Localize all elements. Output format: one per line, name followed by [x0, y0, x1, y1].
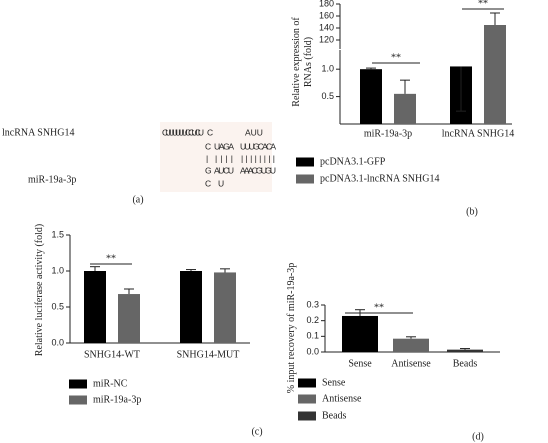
sequence: G [205, 165, 212, 175]
legend-swatch [69, 395, 87, 405]
bar [360, 69, 382, 124]
legend-label: miR-NC [93, 378, 128, 389]
panel-label: (c) [251, 426, 262, 437]
sequence: U [218, 178, 224, 188]
sequence: C [205, 178, 211, 188]
sequence: UUUGCACA [240, 141, 276, 151]
legend-swatch [298, 411, 316, 421]
error-bar [366, 67, 376, 70]
bar [214, 272, 236, 343]
x-tick-label: Antisense [391, 358, 431, 369]
panel-label: (b) [466, 206, 478, 217]
sequence: UAGA [214, 141, 234, 151]
diagram-label: miR-19a-3p [28, 174, 76, 185]
y-tick-label: 0.5 [51, 301, 64, 311]
error-bar [90, 266, 100, 271]
sequence: AUU [245, 127, 263, 137]
y-axis-label: Relative luciferase activity (fold) [34, 224, 45, 356]
sequence: CUUUUUUCCUCU [162, 127, 204, 137]
y-axis-label: % input recovery of miR-19a-3p [286, 263, 297, 394]
x-tick-label: SNHG14-MUT [177, 349, 240, 360]
y-tick-label: 120 [319, 34, 334, 44]
bar [394, 93, 416, 124]
y-label-line: RNAs (fold) [303, 37, 314, 87]
sequence: AAACGUGU [240, 165, 276, 175]
bar [342, 315, 378, 352]
y-tick-label: 0.5 [321, 91, 334, 101]
y-tick-label: 0.0 [306, 346, 319, 356]
error-bar [460, 348, 470, 350]
error-bar [400, 79, 410, 94]
x-tick-label: lncRNA SNHG14 [442, 128, 515, 139]
panel-label: (a) [132, 194, 143, 205]
x-tick-label: Sense [348, 358, 372, 369]
y-tick-label: 1.0 [321, 64, 334, 74]
y-tick-label: 0.0 [51, 337, 64, 347]
sequence-box [160, 122, 272, 192]
x-tick-label: Beads [453, 358, 478, 369]
legend-swatch [298, 378, 316, 388]
error-bar [456, 66, 466, 112]
error-bar [220, 268, 230, 273]
y-tick-label: 160 [319, 10, 334, 20]
significance-label: ** [106, 253, 116, 264]
significance-label: ** [391, 52, 401, 63]
y-tick-label: 1.0 [51, 265, 64, 275]
legend-swatch [69, 379, 87, 389]
legend-label: Sense [322, 377, 346, 388]
error-bar [406, 336, 416, 339]
y-tick-label: 0.1 [306, 331, 319, 341]
y-label-line: Relative luciferase activity (fold) [34, 224, 45, 356]
sequence: AUCU [214, 165, 234, 175]
y-tick-label: 0.2 [306, 315, 319, 325]
y-tick-label: 0.3 [306, 299, 319, 309]
y-tick-label: 1.5 [51, 229, 64, 239]
y-tick-label: 140 [319, 22, 334, 32]
error-bar [124, 288, 134, 295]
bar [447, 349, 483, 352]
bar [84, 271, 106, 343]
x-tick-label: SNHG14-WT [84, 349, 140, 360]
bar [180, 271, 202, 343]
panel-label: (d) [472, 431, 484, 442]
legend-swatch [298, 394, 316, 404]
x-tick-label: miR-19a-3p [364, 128, 412, 139]
error-bar [186, 269, 196, 271]
legend-label: Beads [322, 410, 347, 421]
sequence: C [205, 141, 211, 151]
diagram-label: lncRNA SNHG14 [2, 127, 75, 138]
bar [393, 338, 429, 352]
y-tick-label: 180 [319, 0, 334, 8]
sequence: | [206, 153, 208, 163]
y-label-line: % input recovery of miR-19a-3p [286, 263, 297, 394]
legend-label: Antisense [322, 393, 362, 404]
sequence: C [207, 127, 213, 137]
significance-label: ** [374, 302, 384, 313]
error-bar [490, 12, 500, 25]
y-label-line: Relative expression of [291, 17, 302, 107]
bar [118, 294, 140, 343]
bar [484, 25, 506, 124]
significance-label: ** [478, 0, 488, 9]
legend-label: pcDNA3.1-lncRNA SNHG14 [320, 173, 439, 184]
legend-label: pcDNA3.1-GFP [320, 156, 386, 167]
y-axis-label: Relative expression ofRNAs (fold) [291, 17, 314, 107]
legend-swatch [296, 157, 314, 167]
legend-label: miR-19a-3p [93, 394, 141, 405]
legend-swatch [296, 174, 314, 184]
